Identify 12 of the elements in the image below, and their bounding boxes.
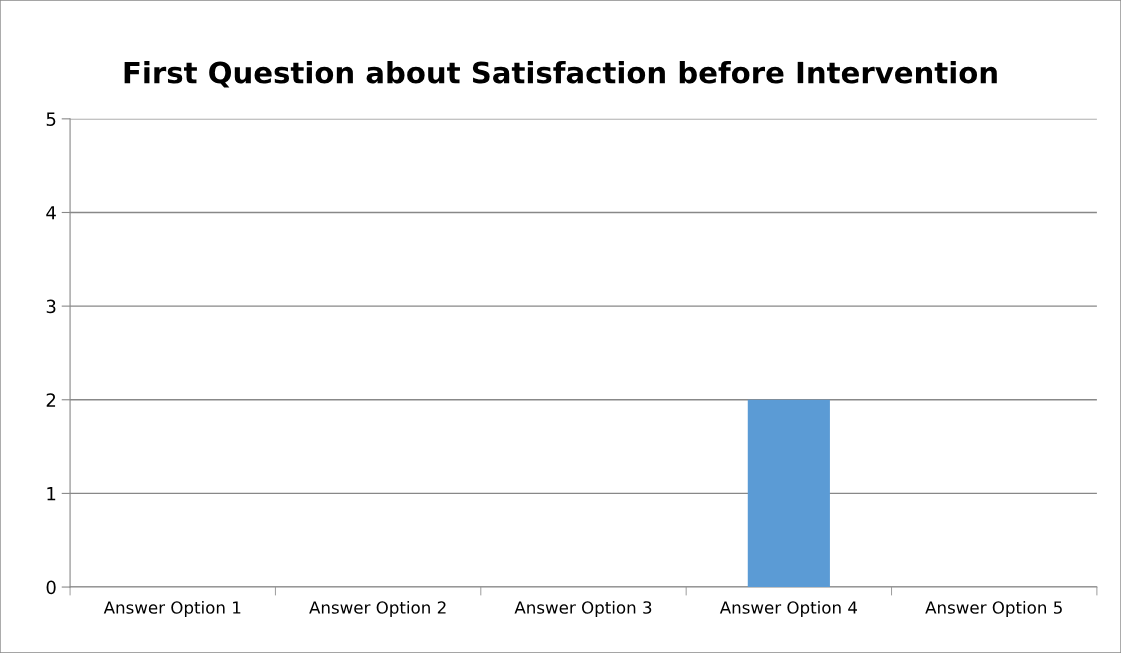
x-tick-label: Answer Option 3 (514, 600, 652, 618)
x-tick-label: Answer Option 5 (925, 600, 1062, 618)
y-tick-label: 2 (46, 393, 56, 407)
x-tick-label: Answer Option 2 (309, 600, 446, 618)
y-tick-label: 3 (46, 299, 56, 314)
x-tick-label: Answer Option 4 (719, 600, 858, 618)
x-tick-label: Answer Option 1 (103, 600, 241, 618)
y-tick-label: 0 (46, 580, 56, 595)
y-tick-label: 5 (46, 112, 56, 126)
y-tick-label: 1 (47, 487, 56, 501)
y-tick-label: 4 (46, 206, 56, 220)
chart-title: First Question about Satisfaction before Intervention (124, 60, 997, 88)
